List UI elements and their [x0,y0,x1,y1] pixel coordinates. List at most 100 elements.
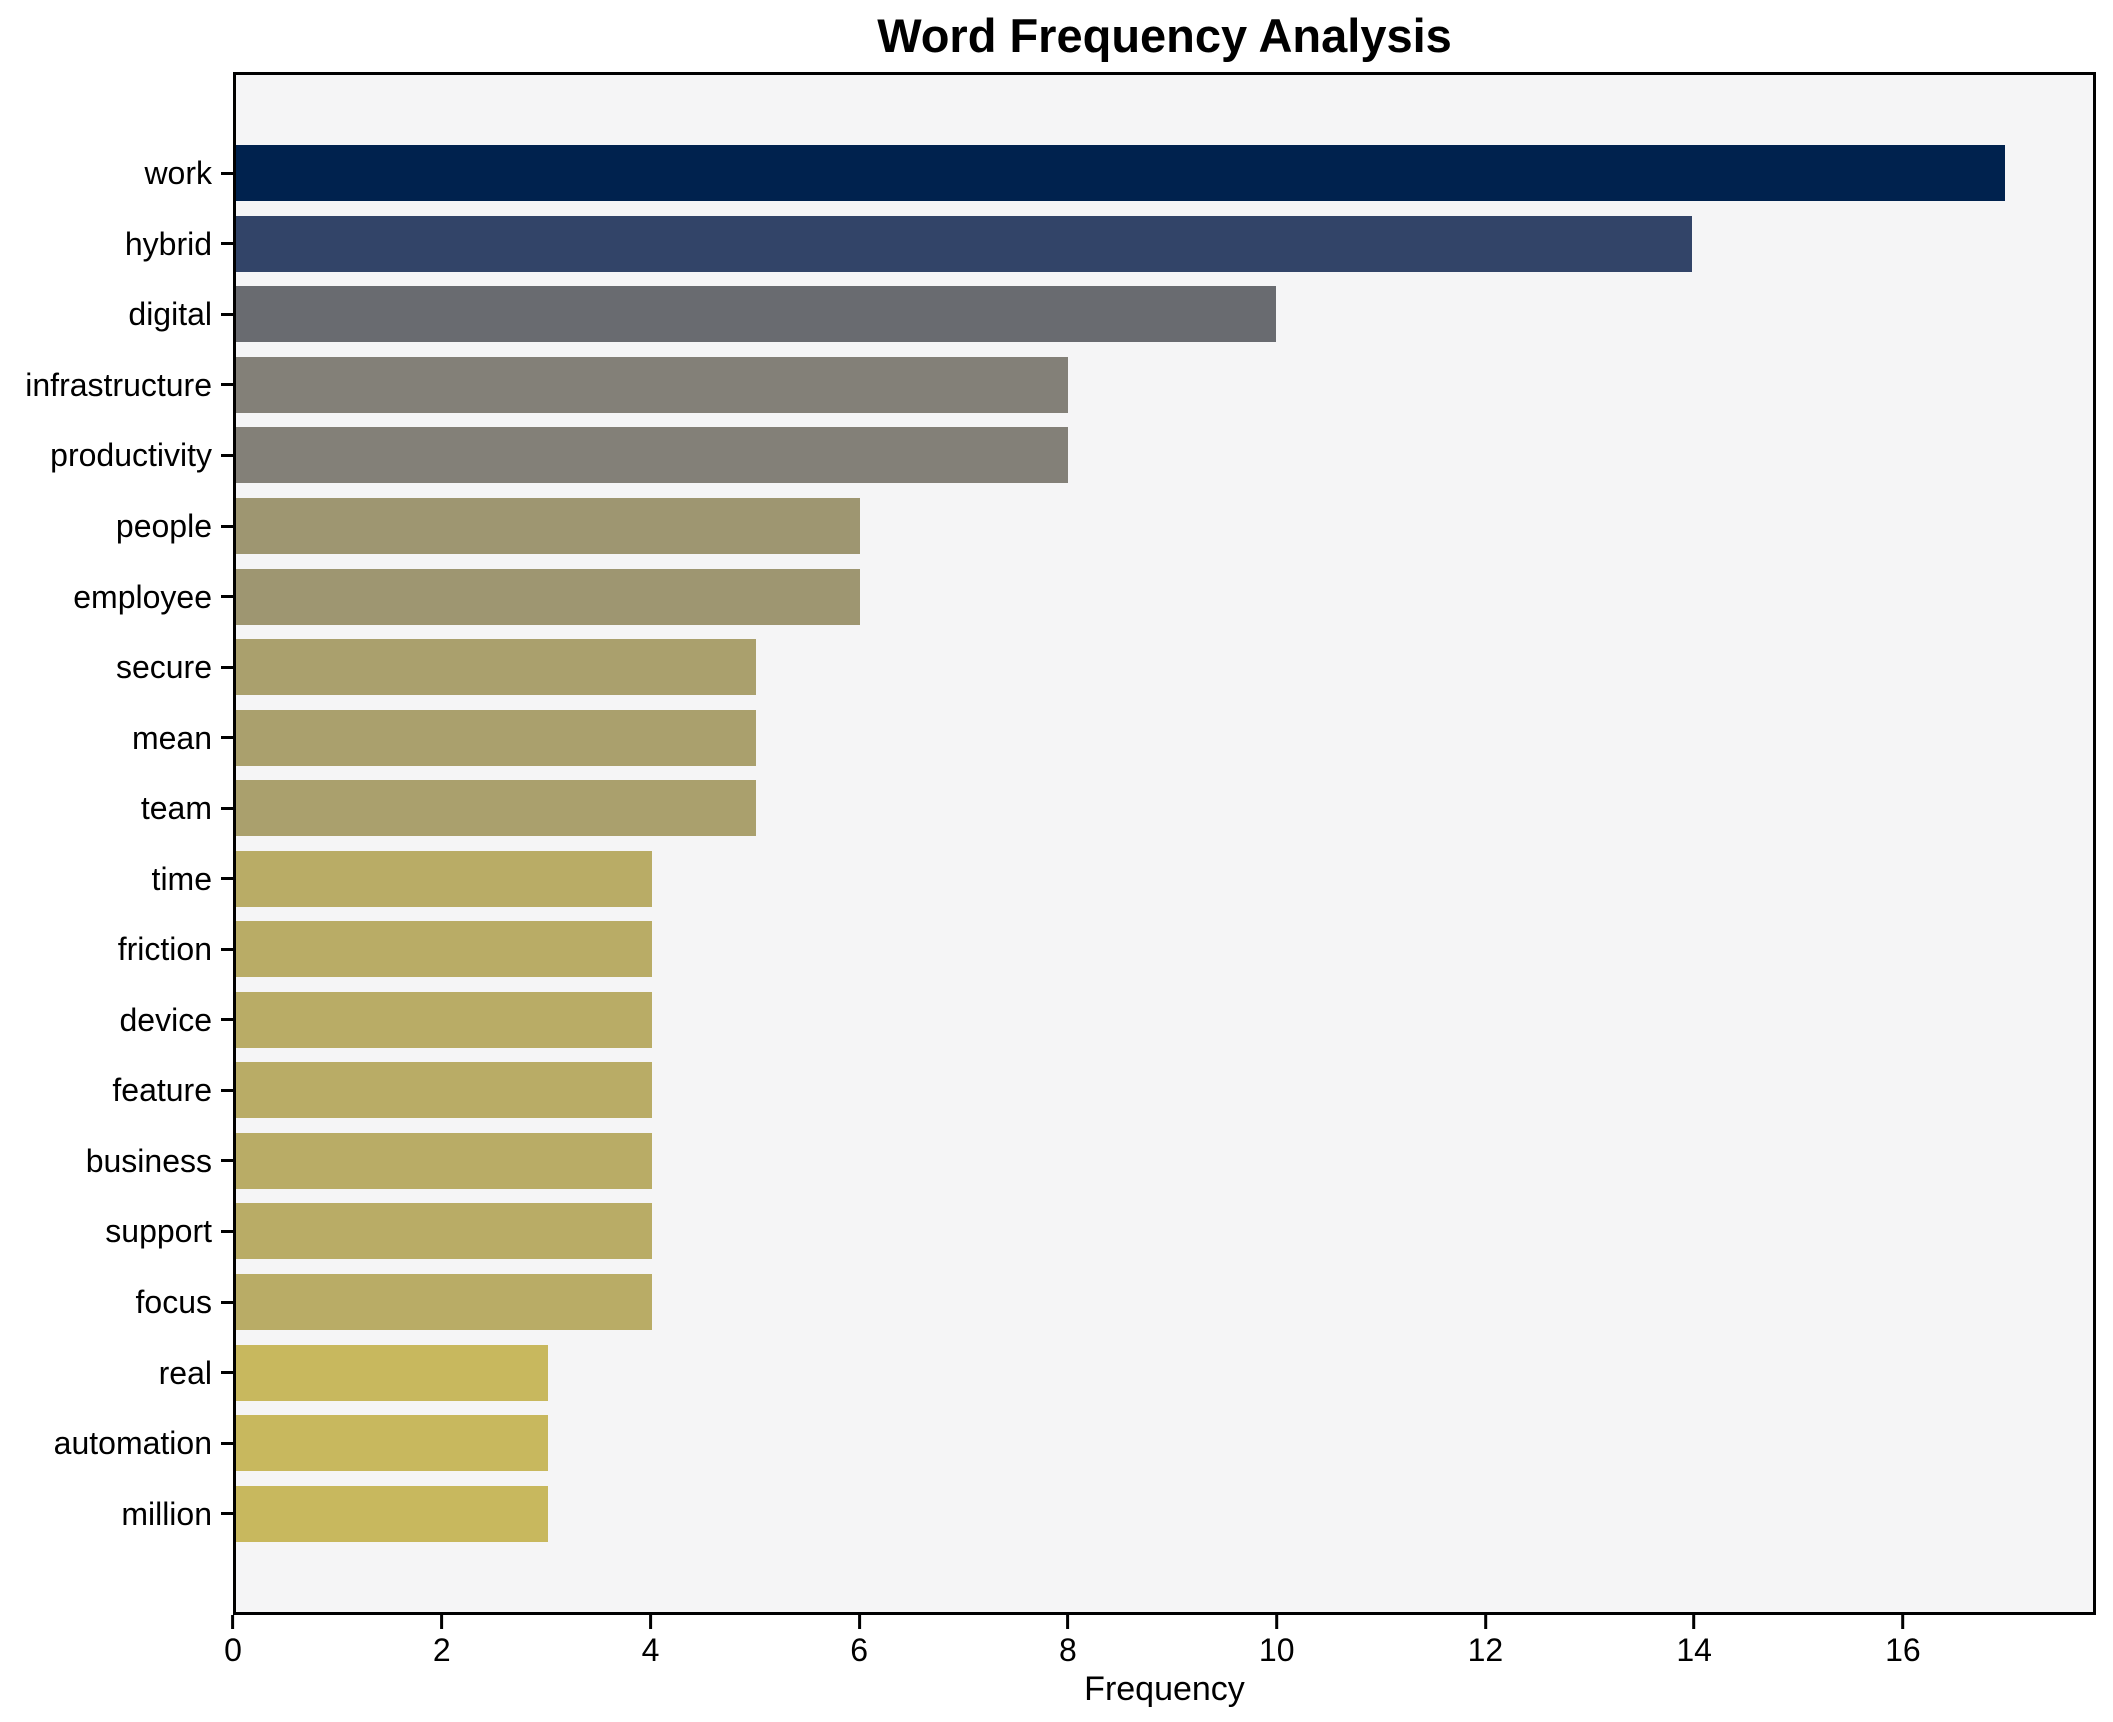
x-tick-4: 4 [641,1615,660,1668]
y-axis-row: secure [0,639,233,695]
x-tick-mark [1692,1615,1696,1629]
y-axis-row: work [0,145,233,201]
y-tick-label: productivity [50,437,212,474]
y-tick-label: mean [131,719,212,756]
y-axis-row: infrastructure [0,357,233,413]
y-axis-row: focus [0,1274,233,1330]
bar-automation [236,1415,549,1472]
x-tick-mark [648,1615,652,1629]
bar-focus [236,1274,653,1331]
bar-business [236,1132,653,1189]
plot-area [233,72,2096,1615]
y-axis-row: support [0,1203,233,1259]
y-axis-row: team [0,780,233,836]
x-tick-mark [440,1615,444,1629]
y-tick-mark [221,1229,233,1233]
chart-title: Word Frequency Analysis [877,9,1452,62]
y-tick-mark [221,1441,233,1445]
bar-friction [236,921,653,978]
y-axis-row: productivity [0,427,233,483]
y-tick-mark [221,524,233,528]
y-tick-label: friction [117,931,212,968]
bar-secure [236,639,757,696]
x-tick-label: 16 [1885,1632,1921,1668]
y-tick-label: feature [112,1072,212,1109]
bar-work [236,145,2005,202]
x-tick-mark [1066,1615,1070,1629]
y-tick-mark [221,595,233,599]
y-axis-row: automation [0,1415,233,1471]
y-tick-mark [221,1018,233,1022]
y-axis-row: device [0,992,233,1048]
x-tick-16: 16 [1885,1615,1921,1666]
x-tick-mark [1275,1615,1279,1629]
y-tick-label: business [85,1142,212,1179]
y-tick-label: employee [73,578,212,615]
bar-support [236,1203,653,1260]
x-tick-label: 14 [1676,1632,1712,1668]
y-tick-label: automation [53,1425,212,1462]
y-tick-mark [221,665,233,669]
y-axis-row: million [0,1486,233,1542]
bar-device [236,991,653,1048]
y-tick-label: people [115,508,212,544]
x-tick-label: 0 [224,1632,242,1668]
bar-million [236,1485,549,1542]
y-axis-row: employee [0,569,233,625]
y-axis-row: time [0,851,233,907]
y-tick-mark [221,171,233,175]
x-tick-6: 6 [850,1615,868,1666]
x-tick-8: 8 [1059,1615,1077,1666]
y-tick-label: real [158,1354,212,1391]
y-tick-mark [221,947,233,951]
bar-people [236,498,861,554]
y-tick-label: hybrid [124,225,212,262]
x-tick-label: 4 [641,1632,660,1668]
y-tick-mark [221,1512,233,1516]
y-tick-label: device [119,1001,213,1038]
y-tick-label: infrastructure [25,366,212,403]
y-tick-label: secure [115,649,212,686]
x-tick-10: 10 [1258,1615,1295,1668]
y-tick-mark [221,877,233,881]
y-axis-row: real [0,1345,233,1401]
y-axis-row: hybrid [0,216,233,272]
y-tick-label: work [144,155,212,192]
y-tick-label: focus [135,1284,212,1321]
bar-infrastructure [236,356,1069,413]
bar-digital [236,286,1277,343]
x-tick-label: 8 [1059,1632,1077,1668]
y-axis-labels: work hybrid digital infrastructure productiv… [0,138,233,1549]
y-tick-mark [221,453,233,457]
y-tick-mark [221,242,233,246]
y-tick-mark [221,312,233,316]
y-tick-label: team [140,790,212,827]
x-tick-mark [1483,1615,1487,1629]
x-tick-12: 12 [1467,1615,1504,1668]
bar-employee [236,568,861,625]
bar-time [236,850,653,907]
y-axis-row: digital [0,286,233,342]
bars-layer [236,138,2093,1549]
y-axis-row: feature [0,1062,233,1118]
bar-hybrid [236,215,1693,272]
y-tick-label: support [105,1213,212,1250]
x-tick-0: 0 [224,1615,242,1666]
y-tick-mark [221,1159,233,1163]
x-tick-mark [857,1615,861,1629]
x-tick-mark [1901,1615,1905,1629]
y-axis-row: mean [0,710,233,766]
y-tick-label: time [151,860,212,897]
x-tick-mark [231,1615,235,1629]
x-tick-label: 10 [1258,1632,1295,1668]
y-tick-mark [221,806,233,810]
y-axis-row: people [0,498,233,554]
y-tick-mark [221,736,233,740]
y-axis-row: friction [0,921,233,977]
x-tick-label: 12 [1467,1632,1504,1668]
x-tick-label: 2 [432,1632,451,1668]
bar-team [236,780,757,837]
bar-real [236,1344,549,1401]
y-tick-label: digital [128,296,212,333]
